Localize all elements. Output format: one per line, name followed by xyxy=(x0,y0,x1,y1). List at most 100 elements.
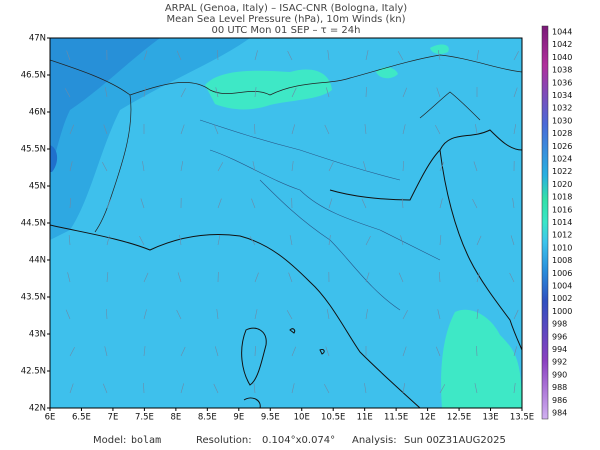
wind-barb xyxy=(176,50,182,61)
wind-barb xyxy=(69,347,75,357)
wind-barb xyxy=(324,384,330,394)
colorbar-label: 1036 xyxy=(552,78,572,87)
wind-barb xyxy=(254,345,256,357)
wind-barb xyxy=(435,125,441,135)
lat-label: 44.5N xyxy=(21,219,46,229)
colorbar-label: 1014 xyxy=(552,218,572,227)
wind-barb xyxy=(402,161,404,172)
wind-barb xyxy=(180,161,184,172)
wind-barb xyxy=(291,383,295,394)
wind-barb xyxy=(365,272,370,283)
wind-barb xyxy=(509,272,515,283)
wind-barb xyxy=(106,272,109,283)
axis-ticks: 47N 46.5N 46N 45.5N 45N 44.5N 44N 43.5N 43N 42.5N… xyxy=(21,34,534,423)
wind-barb xyxy=(402,310,408,320)
wind-barb xyxy=(439,161,445,172)
lon-label: 7E xyxy=(108,413,119,423)
wind-barb xyxy=(254,123,256,135)
wind-barb xyxy=(180,124,185,135)
wind-barb xyxy=(143,346,146,357)
wind-barb xyxy=(102,383,108,394)
wind-barb xyxy=(513,346,518,357)
wind-barb xyxy=(510,235,515,246)
wind-barb xyxy=(176,309,182,320)
wind-barb xyxy=(512,198,515,209)
lon-label: 10E xyxy=(294,413,310,423)
wind-barb xyxy=(217,50,219,61)
wind-barb xyxy=(476,345,478,357)
wind-barb xyxy=(179,235,182,246)
lat-label: 46N xyxy=(29,108,46,118)
wind-barb xyxy=(253,383,256,394)
lon-label: 8.5E xyxy=(198,413,217,423)
colorbar-label: 1024 xyxy=(552,155,572,164)
header-line: ARPAL (Genoa, Italy) – ISAC-CNR (Bologna… xyxy=(165,3,407,14)
lon-label: 10.5E xyxy=(321,413,345,423)
wind-barb xyxy=(328,198,333,209)
lon-label: 12E xyxy=(420,413,436,423)
lon-label: 9.5E xyxy=(261,413,280,423)
wind-barb xyxy=(397,51,404,61)
wind-barb xyxy=(69,383,74,394)
borders xyxy=(50,54,522,233)
wind-barb xyxy=(325,87,330,98)
lat-label: 43N xyxy=(29,330,46,340)
colorbar-label: 988 xyxy=(552,383,567,392)
wind-barb xyxy=(513,124,517,135)
colorbar-label: 1042 xyxy=(552,40,572,49)
wind-barb xyxy=(217,198,222,209)
wind-barb xyxy=(69,161,73,172)
colorbar-label: 1004 xyxy=(552,282,572,291)
colorbar-label: 1032 xyxy=(552,104,572,113)
colorbar-label: 1020 xyxy=(552,180,572,189)
colorbar-label: 1040 xyxy=(552,53,572,62)
wind-barb xyxy=(291,346,297,357)
map-area xyxy=(50,38,522,408)
footer-label: Model: xyxy=(93,435,126,446)
colorbar-label: 1038 xyxy=(552,66,572,75)
wind-barb xyxy=(180,88,186,98)
lon-label: 8E xyxy=(170,413,181,423)
wind-barb xyxy=(513,309,519,320)
wind-barb xyxy=(214,346,219,357)
footer-value: Sun 00Z31AUG2025 xyxy=(404,435,506,446)
wind-barb xyxy=(326,309,330,320)
wind-barb xyxy=(439,384,446,394)
lon-label: 12.5E xyxy=(447,413,471,423)
pressure-field xyxy=(430,44,449,55)
footer-label: Analysis: xyxy=(352,435,397,446)
footer-label: Resolution: xyxy=(196,435,252,446)
wind-barb xyxy=(328,161,334,172)
wind-barb xyxy=(254,309,258,320)
footer-value: 0.104°x0.074° xyxy=(262,435,335,446)
wind-barb xyxy=(327,50,330,61)
colorbar-label: 1012 xyxy=(552,231,572,240)
lon-label: 11E xyxy=(357,413,373,423)
lat-label: 47N xyxy=(29,34,46,44)
wind-barb xyxy=(180,383,185,394)
wind-barb xyxy=(103,124,108,135)
colorbar-label: 1000 xyxy=(552,307,572,316)
lat-label: 42.5N xyxy=(21,367,46,377)
wind-barb xyxy=(365,50,369,61)
lon-label: 13.5E xyxy=(510,413,534,423)
lon-label: 6.5E xyxy=(72,413,91,423)
colorbar xyxy=(541,25,549,420)
pressure-field xyxy=(50,38,160,170)
wind-barb xyxy=(215,87,219,98)
wind-barb xyxy=(364,383,367,394)
colorbar-label: 984 xyxy=(552,409,567,418)
wind-barb xyxy=(143,50,148,61)
wind-barb xyxy=(254,50,258,61)
wind-barb xyxy=(180,346,186,357)
wind-barb xyxy=(513,51,519,61)
wind-barb xyxy=(402,124,406,135)
colorbar-label: 1044 xyxy=(552,28,572,37)
wind-barb xyxy=(473,161,478,172)
wind-barb xyxy=(291,124,296,135)
pressure-field xyxy=(205,69,332,110)
wind-barb xyxy=(252,161,256,172)
wind-barb xyxy=(106,235,110,246)
pressure-field xyxy=(376,67,398,79)
